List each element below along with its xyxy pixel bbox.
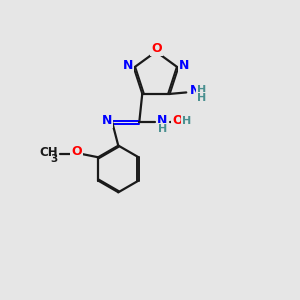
Text: O: O — [172, 114, 183, 128]
Text: O: O — [151, 41, 162, 55]
Text: O: O — [71, 145, 82, 158]
Text: N: N — [123, 59, 133, 72]
Text: N: N — [190, 83, 200, 97]
Text: 3: 3 — [50, 154, 58, 164]
Text: CH: CH — [39, 146, 58, 159]
Text: N: N — [157, 114, 167, 128]
Text: H: H — [197, 85, 206, 95]
Text: H: H — [197, 93, 206, 103]
Text: H: H — [158, 124, 167, 134]
Text: H: H — [182, 116, 192, 126]
Text: N: N — [179, 59, 189, 72]
Text: N: N — [102, 114, 112, 128]
